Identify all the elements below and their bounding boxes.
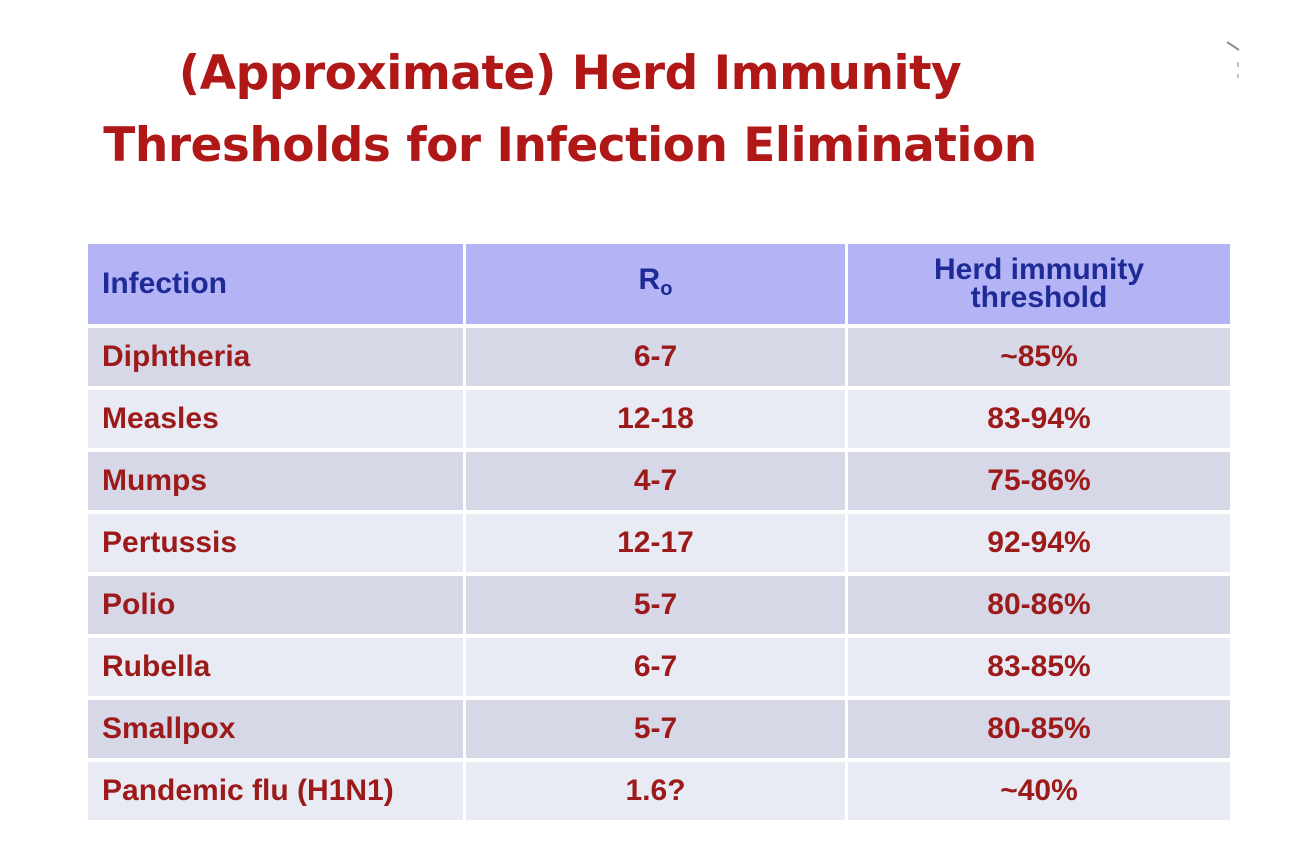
header-r0-base: R [638,262,661,296]
cell-threshold: 83-94% [848,390,1230,448]
corner-mark-icon [1226,41,1240,78]
cell-infection: Pertussis [88,514,466,572]
cell-infection: Smallpox [88,700,466,758]
cell-infection: Rubella [88,638,466,696]
table-row: Diphtheria 6-7 ~85% [88,328,1230,386]
slide-title: (Approximate) Herd Immunity Thresholds f… [80,38,1060,182]
table-row: Smallpox 5-7 80-85% [88,700,1230,758]
cell-infection: Measles [88,390,466,448]
table-row: Polio 5-7 80-86% [88,576,1230,634]
cell-r0: 5-7 [466,700,848,758]
cell-r0: 12-17 [466,514,848,572]
cell-r0: 1.6? [466,762,848,820]
cell-threshold: ~40% [848,762,1230,820]
cell-infection: Pandemic flu (H1N1) [88,762,466,820]
cell-threshold: 80-86% [848,576,1230,634]
cell-infection: Mumps [88,452,466,510]
cell-infection: Polio [88,576,466,634]
header-threshold-line-2: threshold [970,281,1108,314]
cell-r0: 6-7 [466,328,848,386]
header-threshold-line-1: Herd immunity [933,253,1145,286]
header-r0-subscript: o [660,277,673,300]
header-infection: Infection [88,244,466,324]
table-body: Diphtheria 6-7 ~85% Measles 12-18 83-94%… [88,328,1230,820]
cell-infection: Diphtheria [88,328,466,386]
cell-r0: 12-18 [466,390,848,448]
table-header-row: Infection Ro Herd immunity threshold [88,244,1230,324]
cell-r0: 6-7 [466,638,848,696]
cell-threshold: 80-85% [848,700,1230,758]
cell-threshold: 83-85% [848,638,1230,696]
herd-immunity-table: Infection Ro Herd immunity threshold Diph… [88,240,1230,824]
header-threshold: Herd immunity threshold [848,244,1230,324]
table-row: Measles 12-18 83-94% [88,390,1230,448]
cell-r0: 5-7 [466,576,848,634]
table-row: Rubella 6-7 83-85% [88,638,1230,696]
slide-title-line-2: Thresholds for Infection Elimination [103,118,1037,173]
cell-r0: 4-7 [466,452,848,510]
slide-title-line-1: (Approximate) Herd Immunity [178,46,962,101]
cell-threshold: 75-86% [848,452,1230,510]
cell-threshold: ~85% [848,328,1230,386]
table-row: Pandemic flu (H1N1) 1.6? ~40% [88,762,1230,820]
cell-threshold: 92-94% [848,514,1230,572]
table-row: Mumps 4-7 75-86% [88,452,1230,510]
table-row: Pertussis 12-17 92-94% [88,514,1230,572]
header-r0: Ro [466,244,848,324]
table-header: Infection Ro Herd immunity threshold [88,244,1230,324]
